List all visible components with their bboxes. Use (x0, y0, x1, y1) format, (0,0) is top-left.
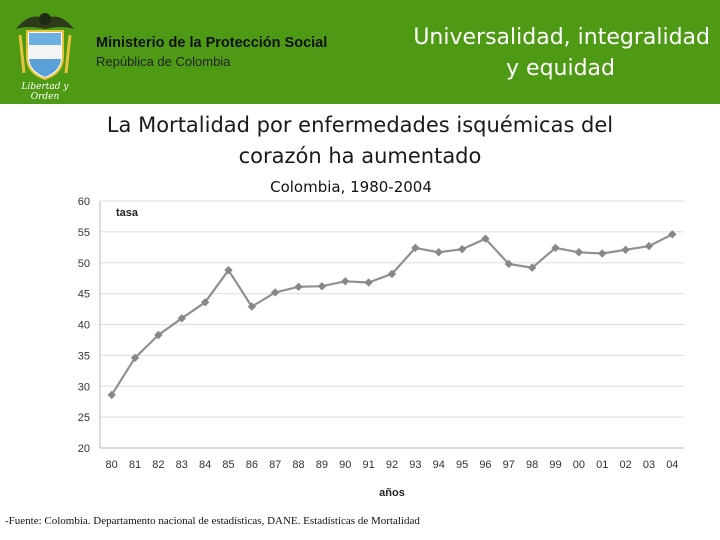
data-point (247, 302, 257, 311)
slogan-line-1: Universalidad, integralidad (413, 25, 710, 50)
ministry-name: Ministerio de la Protección Social (96, 35, 328, 51)
logo-caption: Libertad y Orden (21, 82, 69, 102)
x-tick-label: 86 (246, 459, 258, 471)
data-point (598, 249, 607, 258)
data-point (177, 314, 186, 323)
x-tick-label: 96 (479, 459, 491, 471)
x-tick-label: 90 (339, 459, 351, 471)
x-tick-label: 94 (433, 459, 445, 471)
slogan: Universalidad, integralidad y equidad (390, 22, 710, 84)
data-point (551, 243, 560, 253)
x-tick-label: 01 (596, 459, 608, 471)
source-footnote: -Fuente: Colombia. Departamento nacional… (5, 515, 420, 527)
data-point (364, 278, 373, 287)
x-tick-label: 95 (456, 459, 468, 471)
data-point (574, 248, 584, 257)
y-axis-label: tasa (116, 207, 139, 219)
coat-of-arms-icon (16, 13, 74, 81)
y-tick-label: 60 (78, 196, 90, 208)
x-tick-label: 84 (199, 459, 211, 471)
x-tick-label: 91 (363, 459, 375, 471)
data-point (107, 390, 116, 400)
x-tick-label: 92 (386, 459, 398, 471)
data-point (621, 245, 630, 254)
x-tick-label: 97 (503, 459, 515, 471)
x-tick-label: 04 (666, 459, 678, 471)
data-point (387, 269, 397, 279)
x-tick-label: 80 (106, 459, 118, 471)
republic-name: República de Colombia (96, 54, 231, 69)
y-tick-label: 55 (78, 227, 90, 239)
x-tick-label: 02 (619, 459, 631, 471)
header-band (0, 0, 720, 104)
data-point (668, 230, 677, 239)
y-tick-label: 35 (78, 350, 90, 362)
data-point (130, 353, 140, 363)
data-point (481, 234, 490, 243)
data-point (411, 243, 420, 253)
x-tick-label: 00 (573, 459, 585, 471)
x-axis-label: años (379, 487, 405, 499)
data-point (200, 298, 210, 307)
x-tick-label: 83 (176, 459, 188, 471)
x-tick-label: 98 (526, 459, 538, 471)
data-point (341, 277, 350, 286)
data-point (644, 241, 654, 251)
header: Libertad y Orden Ministerio de la Protec… (0, 0, 720, 104)
x-tick-label: 89 (316, 459, 328, 471)
x-tick-label: 99 (549, 459, 561, 471)
y-tick-label: 25 (78, 412, 90, 424)
x-tick-label: 93 (409, 459, 421, 471)
y-tick-label: 50 (78, 258, 90, 270)
slogan-line-2: y equidad (506, 56, 615, 81)
data-point (154, 330, 163, 340)
y-tick-label: 30 (78, 381, 90, 393)
slide-title: La Mortalidad por enfermedades isquémica… (30, 110, 690, 172)
data-point (457, 244, 467, 254)
data-point (434, 248, 443, 257)
y-tick-label: 45 (78, 289, 90, 301)
x-tick-label: 03 (643, 459, 655, 471)
data-point (294, 282, 303, 292)
x-tick-label: 85 (222, 459, 234, 471)
x-tick-label: 88 (292, 459, 304, 471)
slide-title-line-1: La Mortalidad por enfermedades isquémica… (106, 113, 614, 137)
y-tick-label: 20 (78, 443, 90, 455)
data-point (317, 282, 327, 291)
x-tick-label: 82 (152, 459, 164, 471)
y-tick-label: 40 (78, 320, 90, 332)
data-point (224, 265, 233, 275)
x-tick-label: 81 (129, 459, 141, 471)
data-point (271, 288, 280, 297)
series-line (110, 233, 673, 396)
chart-title: Colombia, 1980-2004 (270, 178, 432, 196)
x-tick-label: 87 (269, 459, 281, 471)
data-point (527, 263, 537, 272)
slide-title-line-2: corazón ha aumentado (238, 144, 482, 168)
data-point (504, 259, 513, 269)
